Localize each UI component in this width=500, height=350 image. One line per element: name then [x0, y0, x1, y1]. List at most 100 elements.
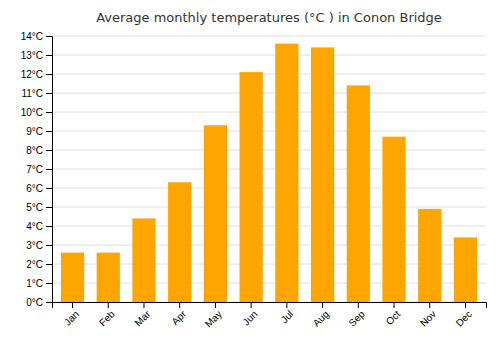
grid-line: [52, 55, 486, 56]
grid-line: [52, 150, 486, 151]
plot-area: 0°C 1°C 2°C 3°C 4°C 5°C 6°C 7°C 8°C 9°C 10°C 11°C 12…: [21, 31, 487, 330]
x-tick-mark: [108, 302, 109, 308]
x-tick-label: Aug: [311, 308, 331, 328]
y-tick: 0°C: [26, 297, 52, 308]
x-tick-label: Dec: [454, 308, 474, 328]
y-tick-label: 0°C: [26, 297, 43, 308]
x-tick-mark: [429, 302, 430, 308]
y-tick-mark: [46, 207, 52, 208]
y-tick-label: 11°C: [21, 88, 43, 99]
bar: [204, 125, 227, 302]
chart-title: Average monthly temperatures (°C ) in Co…: [96, 10, 442, 25]
y-tick-mark: [46, 36, 52, 37]
bar: [382, 137, 405, 302]
y-tick: 11°C: [21, 88, 52, 99]
y-tick-mark: [46, 150, 52, 151]
y-tick-mark: [46, 245, 52, 246]
bar: [132, 218, 155, 302]
grid-line: [52, 36, 486, 37]
y-tick: 12°C: [21, 69, 52, 80]
y-tick: 1°C: [26, 278, 52, 289]
y-tick-label: 14°C: [21, 31, 43, 42]
y-tick-mark: [46, 131, 52, 132]
grid-line: [52, 93, 486, 94]
x-tick: Aug: [311, 302, 331, 329]
x-tick-mark: [465, 302, 466, 308]
y-tick-label: 13°C: [21, 50, 43, 61]
x-tick: Oct: [384, 302, 403, 327]
grid-line: [52, 188, 486, 189]
y-tick: 3°C: [26, 240, 52, 251]
y-tick-label: 5°C: [26, 202, 43, 213]
y-axis: 0°C 1°C 2°C 3°C 4°C 5°C 6°C 7°C 8°C 9°C 10°C 11°C 12…: [21, 31, 53, 308]
x-tick: Jan: [62, 302, 81, 328]
y-tick-label: 8°C: [26, 145, 43, 156]
x-tick-label: Mar: [132, 308, 152, 328]
y-tick: 2°C: [26, 259, 52, 270]
y-tick-mark: [46, 302, 52, 303]
x-tick-mark: [322, 302, 323, 308]
bar: [347, 85, 370, 302]
y-tick-label: 2°C: [26, 259, 43, 270]
y-tick-label: 6°C: [26, 183, 43, 194]
bar: [275, 44, 298, 302]
y-tick: 14°C: [21, 31, 52, 42]
x-tick-mark: [179, 302, 180, 308]
x-tick-mark: [143, 302, 144, 308]
y-tick-mark: [46, 93, 52, 94]
grid-line: [52, 169, 486, 170]
y-tick-mark: [46, 283, 52, 284]
y-tick-mark: [46, 112, 52, 113]
y-tick-label: 1°C: [26, 278, 43, 289]
y-tick-mark: [46, 74, 52, 75]
x-axis: Jan Feb Mar Apr May Jun Jul Aug Sep Oct Nov Dec: [53, 302, 487, 330]
y-tick-label: 12°C: [21, 69, 43, 80]
x-tick: Dec: [454, 302, 474, 329]
x-tick-label: May: [203, 308, 224, 329]
x-tick-label: Nov: [418, 308, 438, 328]
x-tick-label: Jul: [279, 308, 296, 325]
x-axis-line: [53, 303, 487, 309]
x-tick: Sep: [346, 302, 367, 329]
y-tick-label: 9°C: [26, 126, 43, 137]
x-tick-mark: [286, 302, 287, 308]
bar: [311, 47, 334, 302]
bar: [240, 72, 263, 302]
x-tick: Nov: [418, 302, 438, 329]
bar: [168, 182, 191, 302]
chart-svg: 0°C 1°C 2°C 3°C 4°C 5°C 6°C 7°C 8°C 9°C 10°C 11°C 12…: [0, 0, 500, 350]
x-tick-label: Sep: [346, 308, 367, 329]
bar: [61, 253, 84, 302]
x-tick: May: [203, 302, 224, 330]
grid-line: [52, 74, 486, 75]
y-tick: 7°C: [26, 164, 52, 175]
grid: [52, 36, 486, 302]
x-tick-label: Apr: [169, 308, 188, 327]
x-tick: Feb: [97, 302, 117, 328]
x-tick-mark: [215, 302, 216, 308]
y-tick: 10°C: [21, 107, 52, 118]
y-tick-label: 10°C: [21, 107, 43, 118]
x-tick: Jun: [240, 302, 259, 328]
x-tick-label: Oct: [384, 308, 403, 327]
bar: [97, 253, 120, 302]
y-tick-mark: [46, 55, 52, 56]
y-tick-label: 3°C: [26, 240, 43, 251]
y-tick: 8°C: [26, 145, 52, 156]
x-tick: Mar: [132, 302, 152, 328]
y-tick: 6°C: [26, 183, 52, 194]
x-tick: Apr: [169, 302, 188, 327]
chart-container: 0°C 1°C 2°C 3°C 4°C 5°C 6°C 7°C 8°C 9°C 10°C 11°C 12…: [0, 0, 500, 350]
x-tick-mark: [358, 302, 359, 308]
y-tick: 13°C: [21, 50, 52, 61]
x-tick-label: Jan: [62, 308, 81, 327]
y-tick: 4°C: [26, 221, 52, 232]
y-tick-mark: [46, 188, 52, 189]
bar: [418, 209, 441, 302]
y-tick-label: 4°C: [26, 221, 43, 232]
bar: [454, 237, 477, 302]
x-tick-mark: [251, 302, 252, 308]
grid-line: [52, 112, 486, 113]
x-tick: Jul: [279, 302, 296, 325]
x-tick-mark: [394, 302, 395, 308]
